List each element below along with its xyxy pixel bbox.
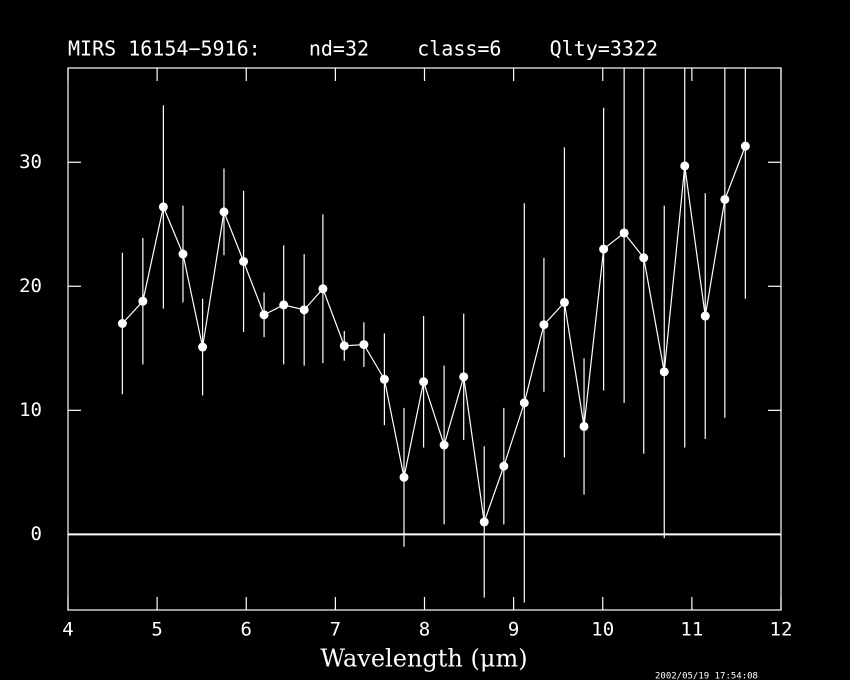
y-tick-label: 0 xyxy=(31,523,42,545)
data-point xyxy=(178,249,188,259)
data-point xyxy=(599,244,609,254)
x-tick-label: 4 xyxy=(62,619,73,641)
data-point xyxy=(479,517,489,527)
data-point xyxy=(117,318,127,328)
data-point xyxy=(720,194,730,204)
chart-title: MIRS 16154−5916: nd=32 class=6 Qlty=3322 xyxy=(68,37,658,61)
x-axis-label: Wavelength (μm) xyxy=(320,645,527,673)
data-point xyxy=(379,374,389,384)
data-point xyxy=(459,372,469,382)
plot-frame xyxy=(67,67,782,611)
x-tick-label: 7 xyxy=(330,619,341,641)
data-point xyxy=(619,228,629,238)
data-line xyxy=(121,145,746,523)
y-tick-label: 20 xyxy=(19,275,42,297)
plot-area xyxy=(68,68,781,603)
data-point xyxy=(740,141,750,151)
data-point xyxy=(158,202,168,212)
data-point xyxy=(299,305,309,315)
data-point xyxy=(680,161,690,171)
data-point xyxy=(259,310,269,320)
data-point xyxy=(579,421,589,431)
data-point xyxy=(639,253,649,263)
data-point xyxy=(700,311,710,321)
timestamp: 2002/05/19 17:54:08 xyxy=(655,672,758,680)
data-point xyxy=(539,320,549,330)
x-tick-label: 9 xyxy=(508,619,519,641)
data-point xyxy=(399,472,409,482)
x-tick-label: 10 xyxy=(591,619,614,641)
x-tick-label: 8 xyxy=(419,619,430,641)
x-tick-label: 12 xyxy=(770,619,793,641)
y-tick-label: 10 xyxy=(19,399,42,421)
data-point xyxy=(419,377,429,387)
data-point xyxy=(499,461,509,471)
data-point xyxy=(439,440,449,450)
data-point xyxy=(359,340,369,350)
x-tick-label: 11 xyxy=(680,619,703,641)
data-point xyxy=(659,367,669,377)
data-point xyxy=(239,256,249,266)
data-point xyxy=(198,342,208,352)
data-point xyxy=(559,297,569,307)
x-tick-label: 6 xyxy=(241,619,252,641)
x-tick-label: 5 xyxy=(151,619,162,641)
data-point xyxy=(339,341,349,351)
data-point xyxy=(279,300,289,310)
data-point xyxy=(318,284,328,294)
data-point xyxy=(519,398,529,408)
y-tick-label: 30 xyxy=(19,151,42,173)
data-point xyxy=(219,207,229,217)
data-point xyxy=(138,296,148,306)
